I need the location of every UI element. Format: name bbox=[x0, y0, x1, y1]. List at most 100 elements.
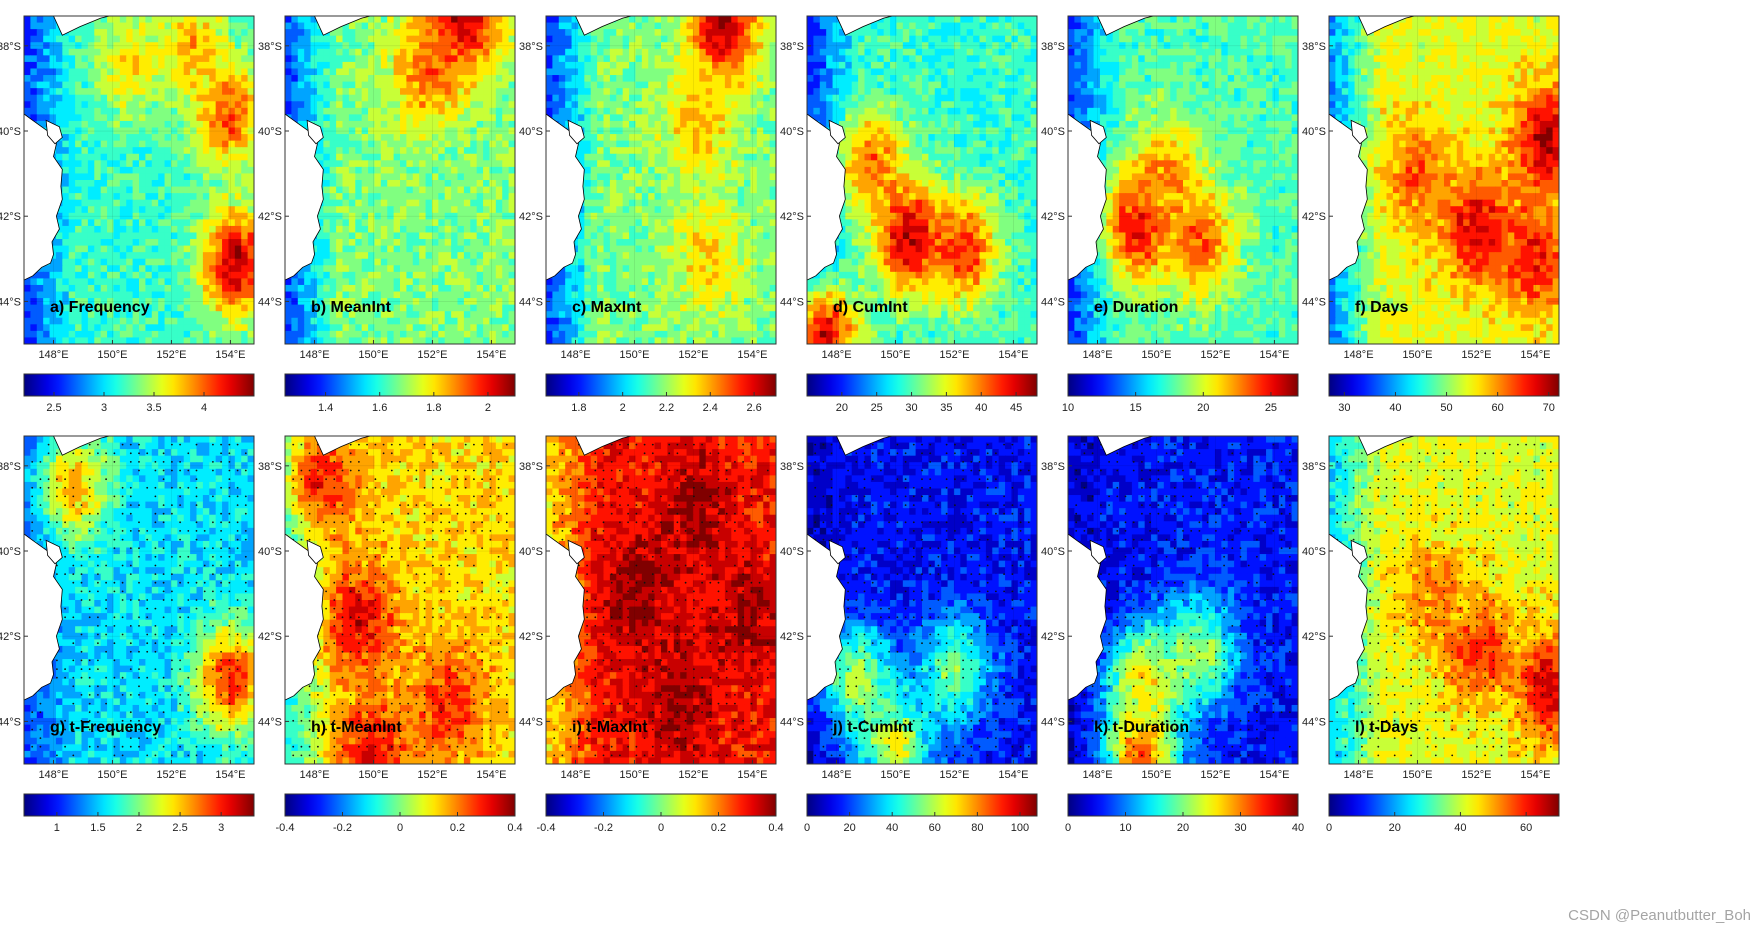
panel-title: h) t-MeanInt bbox=[311, 719, 402, 736]
lon-tick-label: 148°E bbox=[560, 349, 590, 361]
colorbar-tick-label: 0.4 bbox=[507, 822, 522, 834]
lon-tick-label: 150°E bbox=[880, 769, 910, 781]
colorbar-tick-label: 80 bbox=[971, 822, 983, 834]
colorbar-tick-label: 2.5 bbox=[46, 402, 61, 414]
colorbar-tick-label: 3.5 bbox=[146, 402, 161, 414]
lon-tick-label: 150°E bbox=[619, 769, 649, 781]
field-map bbox=[1068, 16, 1298, 344]
land-mask bbox=[546, 436, 632, 701]
panel-frequency: 38°S 40°S 42°S 44°S 148°E 150°E 152°E 154°E a) F… bbox=[0, 15, 255, 414]
map-frame bbox=[1328, 15, 1560, 345]
colorbar-tick-label: 1.4 bbox=[318, 402, 333, 414]
lat-tick-label: 44°S bbox=[519, 296, 543, 308]
land-mask bbox=[546, 16, 632, 281]
colorbar-tick-label: 20 bbox=[1177, 822, 1189, 834]
lat-tick-label: 44°S bbox=[519, 716, 543, 728]
colorbar-tick-label: 45 bbox=[1010, 402, 1022, 414]
lon-tick-label: 154°E bbox=[998, 769, 1028, 781]
colorbar-tick-label: 60 bbox=[929, 822, 941, 834]
colorbar-tick-label: 60 bbox=[1520, 822, 1532, 834]
lon-tick-label: 148°E bbox=[1082, 769, 1112, 781]
colorbar-tick-label: 25 bbox=[871, 402, 883, 414]
lat-tick-label: 42°S bbox=[780, 631, 804, 643]
map-frame bbox=[806, 15, 1038, 345]
lat-tick-label: 44°S bbox=[1302, 716, 1326, 728]
map-frame bbox=[545, 15, 777, 345]
colorbar-tick-label: 1.6 bbox=[372, 402, 387, 414]
map-frame bbox=[284, 15, 516, 345]
colorbar-tick-label: 2 bbox=[485, 402, 491, 414]
lat-tick-label: 40°S bbox=[258, 126, 282, 138]
lat-tick-label: 42°S bbox=[0, 211, 21, 223]
lon-tick-label: 154°E bbox=[737, 349, 767, 361]
lon-tick-label: 152°E bbox=[1200, 769, 1230, 781]
significance-dots bbox=[292, 443, 508, 757]
lat-tick-label: 38°S bbox=[1302, 461, 1326, 473]
lat-tick-label: 38°S bbox=[780, 41, 804, 53]
lon-tick-label: 148°E bbox=[299, 349, 329, 361]
lon-tick-label: 150°E bbox=[97, 769, 127, 781]
colorbar-tick-label: 40 bbox=[1389, 402, 1401, 414]
lon-tick-label: 152°E bbox=[1461, 349, 1491, 361]
colorbar-tick-label: 2.5 bbox=[172, 822, 187, 834]
colorbar-tick-label: 0 bbox=[397, 822, 403, 834]
panel-title: b) MeanInt bbox=[311, 299, 392, 316]
lat-tick-label: 40°S bbox=[1041, 546, 1065, 558]
lon-tick-label: 150°E bbox=[358, 769, 388, 781]
lat-tick-label: 40°S bbox=[1302, 546, 1326, 558]
lon-tick-label: 152°E bbox=[939, 349, 969, 361]
lat-tick-label: 40°S bbox=[780, 546, 804, 558]
panel-t-days: 38°S 40°S 42°S 44°S 148°E 150°E 152°E 154°E l) t… bbox=[1302, 435, 1560, 834]
lon-tick-label: 154°E bbox=[1259, 349, 1289, 361]
colorbar-gradient bbox=[1067, 373, 1299, 397]
lat-tick-label: 38°S bbox=[1041, 41, 1065, 53]
lon-tick-label: 152°E bbox=[1461, 769, 1491, 781]
colorbar-tick-label: 0 bbox=[658, 822, 664, 834]
lon-tick-label: 150°E bbox=[619, 349, 649, 361]
lon-tick-label: 148°E bbox=[1082, 349, 1112, 361]
land-mask bbox=[1329, 436, 1415, 701]
panel-maxint: 38°S 40°S 42°S 44°S 148°E 150°E 152°E 154°E c) M… bbox=[519, 15, 777, 414]
lat-tick-label: 42°S bbox=[780, 211, 804, 223]
colorbar-gradient bbox=[806, 373, 1038, 397]
lat-tick-label: 44°S bbox=[1041, 296, 1065, 308]
field-map bbox=[285, 436, 515, 764]
lon-tick-label: 154°E bbox=[1259, 769, 1289, 781]
colorbar-tick-label: 30 bbox=[1234, 822, 1246, 834]
lon-tick-label: 148°E bbox=[299, 769, 329, 781]
lon-tick-label: 150°E bbox=[97, 349, 127, 361]
colorbar-tick-label: 2.4 bbox=[703, 402, 718, 414]
colorbar-tick-label: 40 bbox=[1454, 822, 1466, 834]
lon-tick-label: 148°E bbox=[38, 349, 68, 361]
panel-t-meanint: 38°S 40°S 42°S 44°S 148°E 150°E 152°E 154°E h) t… bbox=[258, 435, 523, 834]
lat-tick-label: 38°S bbox=[1302, 41, 1326, 53]
colorbar-tick-label: 0 bbox=[804, 822, 810, 834]
lon-tick-label: 154°E bbox=[215, 349, 245, 361]
lon-tick-label: 148°E bbox=[821, 769, 851, 781]
colorbar-tick-label: 2.6 bbox=[746, 402, 761, 414]
lat-tick-label: 38°S bbox=[0, 461, 21, 473]
colorbar: 0 20 40 60 bbox=[1326, 793, 1560, 834]
panel-title: g) t-Frequency bbox=[50, 719, 161, 736]
lon-tick-label: 152°E bbox=[678, 769, 708, 781]
graticule bbox=[285, 16, 515, 344]
lon-tick-label: 154°E bbox=[737, 769, 767, 781]
lat-tick-label: 42°S bbox=[1302, 211, 1326, 223]
panel-days: 38°S 40°S 42°S 44°S 148°E 150°E 152°E 154°E f) D… bbox=[1302, 15, 1560, 414]
graticule bbox=[24, 436, 254, 764]
lon-tick-label: 154°E bbox=[215, 769, 245, 781]
panel-title: a) Frequency bbox=[50, 299, 150, 316]
field-map bbox=[1329, 436, 1559, 764]
panel-title: e) Duration bbox=[1094, 299, 1178, 316]
lat-tick-label: 40°S bbox=[0, 546, 21, 558]
lon-tick-label: 152°E bbox=[939, 769, 969, 781]
panel-title: c) MaxInt bbox=[572, 299, 642, 316]
colorbar-tick-label: -0.2 bbox=[333, 822, 352, 834]
land-mask bbox=[807, 436, 893, 701]
field-map bbox=[546, 16, 776, 344]
colorbar-gradient bbox=[545, 373, 777, 397]
colorbar-tick-label: 15 bbox=[1130, 402, 1142, 414]
lon-tick-label: 152°E bbox=[417, 349, 447, 361]
map-frame bbox=[1067, 435, 1299, 765]
field-map bbox=[285, 16, 515, 344]
